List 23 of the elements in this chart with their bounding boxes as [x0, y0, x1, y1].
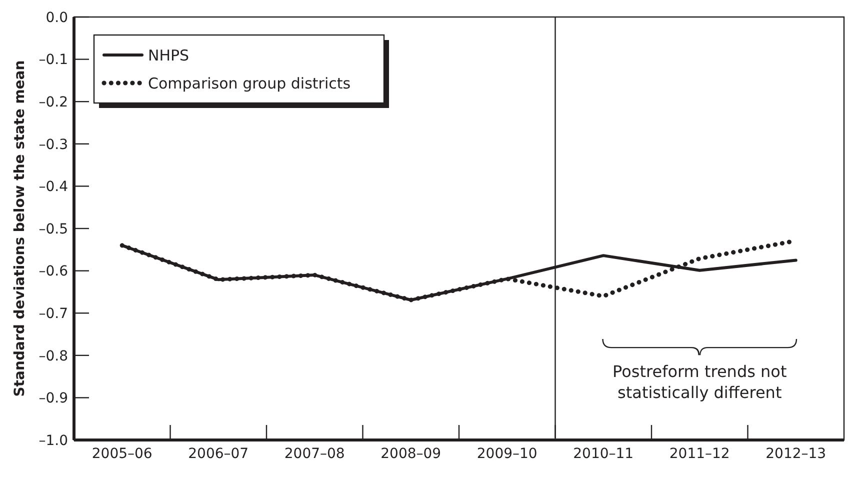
- y-tick-label: –0.1: [38, 52, 68, 68]
- x-tick-label: 2010–11: [573, 446, 634, 462]
- annotation: Postreform trends not statistically different: [612, 362, 787, 402]
- y-tick-label: –1.0: [38, 432, 68, 449]
- y-tick-label: –0.6: [38, 264, 68, 280]
- x-tick-label: 2007–08: [284, 446, 345, 462]
- x-tick-label: 2008–09: [380, 446, 442, 462]
- y-tick-label: 0.0: [46, 10, 68, 26]
- y-axis-title: Standard deviations below the state mean: [12, 60, 28, 397]
- y-tick-label: –0.2: [38, 94, 68, 110]
- x-tick-label: 2005–06: [92, 446, 152, 462]
- legend-label: Comparison group districts: [148, 74, 351, 92]
- x-tick-label: 2006–07: [188, 446, 249, 462]
- y-tick-label: –0.4: [38, 179, 68, 196]
- x-tick-label: 2009–10: [476, 446, 538, 462]
- y-tick-label: –0.8: [38, 348, 68, 364]
- x-tick-label: 2012–13: [766, 446, 826, 462]
- y-tick-label: –0.3: [38, 136, 68, 153]
- y-tick-label: –0.7: [38, 306, 68, 322]
- legend-label: NHPS: [148, 46, 190, 64]
- x-tick-label: 2011–12: [669, 446, 730, 462]
- y-tick-label: –0.9: [38, 390, 68, 407]
- y-tick-label: –0.5: [38, 221, 68, 238]
